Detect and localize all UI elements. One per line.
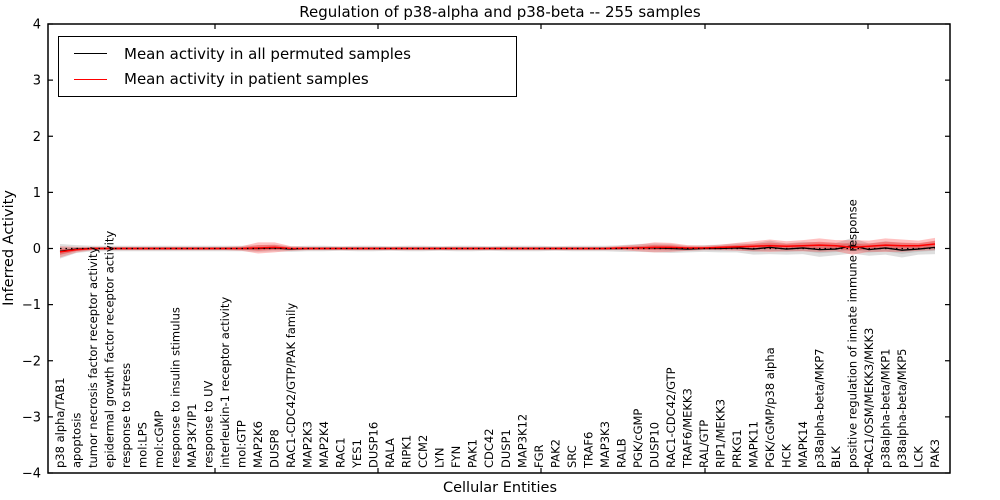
x-category-label: MAP3K3: [598, 421, 612, 468]
legend-label: Mean activity in all permuted samples: [124, 44, 411, 63]
x-category-label: CCM2: [416, 435, 430, 468]
x-category-label: MAP2K6: [251, 421, 265, 468]
y-tick-label: −3: [22, 410, 41, 425]
x-category-label: FYN: [449, 446, 463, 468]
x-category-label: MAPK14: [796, 421, 810, 468]
legend: Mean activity in all permuted samples Me…: [58, 36, 517, 97]
x-category-label: apoptosis: [70, 413, 84, 468]
x-category-label: RALA: [383, 438, 397, 468]
y-axis-label: Inferred Activity: [1, 190, 17, 306]
x-category-label: MAPK11: [746, 421, 760, 468]
x-category-label: RAL/GTP: [697, 420, 711, 468]
patient-band-outer: [60, 237, 935, 258]
x-category-label: tumor necrosis factor receptor activity: [86, 246, 100, 468]
x-category-label: p38 alpha/TAB1: [53, 377, 67, 468]
y-tick-label: 3: [33, 74, 41, 89]
x-category-label: PAK3: [928, 439, 942, 468]
x-category-label: RAC1: [334, 437, 348, 468]
x-category-label: p38alpha-beta/MKP7: [812, 349, 826, 468]
x-category-label: SRC: [565, 445, 579, 468]
x-category-label: MAP3K12: [515, 414, 529, 468]
y-tick-label: −2: [22, 354, 41, 369]
x-category-label: positive regulation of innate immune res…: [845, 199, 859, 468]
x-category-label: PAK2: [548, 439, 562, 468]
x-category-label: RALB: [614, 438, 628, 468]
x-category-label: mol:GTP: [235, 420, 249, 468]
x-category-label: response to insulin stimulus: [169, 307, 183, 468]
x-category-label: response to stress: [119, 363, 133, 468]
x-category-label: response to UV: [202, 380, 216, 468]
x-category-label: PGK/cGMP/p38 alpha: [763, 347, 777, 468]
y-tick-label: −4: [22, 467, 41, 482]
x-category-label: DUSP1: [499, 429, 513, 468]
x-category-label: interleukin-1 receptor activity: [218, 297, 232, 468]
legend-item-permuted: Mean activity in all permuted samples: [59, 45, 516, 63]
x-category-label: PAK1: [466, 439, 480, 468]
x-category-label: RIP1/MEKK3: [713, 399, 727, 468]
y-tick-label: −1: [22, 298, 41, 313]
x-category-label: epidermal growth factor receptor activit…: [103, 231, 117, 468]
x-category-label: mol:LPS: [136, 422, 150, 468]
x-category-label: YES1: [350, 439, 364, 469]
x-category-label: MAP3K7IP1: [185, 403, 199, 468]
black-line-swatch-icon: [74, 53, 107, 55]
x-category-label: RAC1-CDC42/GTP/PAK family: [284, 303, 298, 468]
x-axis-label: Cellular Entities: [443, 480, 557, 496]
patient-line: [59, 243, 936, 253]
x-category-label: LYN: [433, 447, 447, 468]
x-category-label: CDC42: [482, 428, 496, 468]
x-category-label: TRAF6: [581, 432, 595, 469]
y-tick-label: 0: [33, 242, 41, 257]
x-category-label: MAP2K4: [317, 421, 331, 468]
x-category-label: mol:cGMP: [152, 411, 166, 468]
x-category-label: BLK: [829, 446, 843, 468]
x-category-label: PGK/cGMP: [631, 409, 645, 468]
x-category-label: p38alpha-beta/MKP5: [895, 349, 909, 468]
x-category-label: RAC1-CDC42/GTP: [664, 367, 678, 468]
y-tick-label: 4: [33, 18, 41, 33]
x-category-label: HCK: [779, 443, 793, 468]
y-tick-label: 2: [33, 130, 41, 145]
x-category-label: RIPK1: [400, 435, 414, 468]
x-category-label: FGR: [532, 444, 546, 468]
x-category-label: DUSP16: [367, 422, 381, 468]
legend-label: Mean activity in patient samples: [124, 70, 369, 89]
red-line-swatch-icon: [74, 78, 107, 80]
x-category-label: TRAF6/MEKK3: [680, 388, 694, 469]
y-tick-label: 1: [33, 186, 41, 201]
x-category-label: LCK: [911, 446, 925, 468]
x-category-label: RAC1/OSM/MEKK3/MKK3: [862, 328, 876, 468]
legend-item-patient: Mean activity in patient samples: [59, 70, 516, 88]
x-category-label: MAP2K3: [301, 421, 315, 468]
x-category-label: DUSP8: [268, 429, 282, 468]
x-category-label: p38alpha-beta/MKP1: [878, 349, 892, 468]
chart-layer: 4 3 2 1 0 −1 −2 −3 −4 p38 alpha/TAB1 apoptosis tumo…: [22, 18, 951, 482]
x-category-label: PRKG1: [730, 429, 744, 468]
chart-title: Regulation of p38-alpha and p38-beta -- …: [299, 3, 701, 21]
x-category-label: DUSP10: [647, 422, 661, 468]
plot-border: [47, 23, 951, 474]
